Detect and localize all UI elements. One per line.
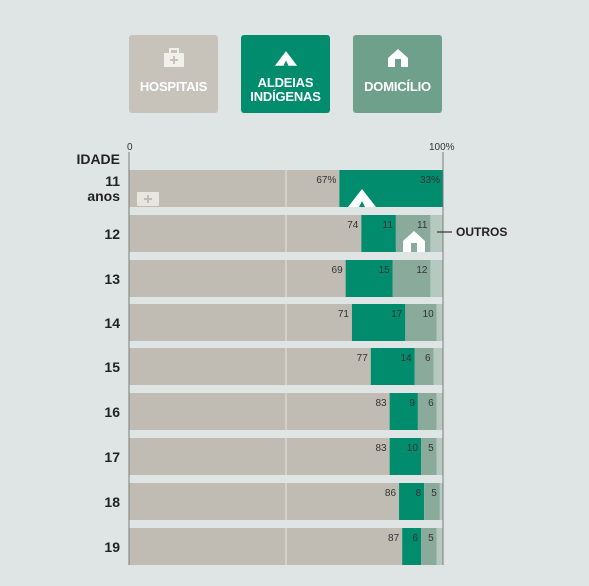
house-icon — [403, 231, 425, 252]
bar-domic-lio-6 — [421, 438, 437, 475]
bar-hospitais-6 — [129, 438, 390, 475]
bar-outros-4 — [433, 348, 443, 385]
data-label-2-0: 69 — [332, 265, 344, 276]
category-label-0: 11 — [105, 173, 120, 189]
bar-hospitais-0 — [129, 170, 340, 207]
category-label-4: 15 — [104, 359, 120, 375]
category-label-2: 13 — [104, 271, 120, 287]
bar-outros-3 — [436, 304, 443, 341]
bar-domic-lio-8 — [421, 528, 437, 565]
bar-outros-2 — [430, 260, 443, 297]
hospital-icon — [163, 48, 184, 67]
category-label-1: 12 — [104, 226, 120, 242]
data-label-7-2: 5 — [431, 488, 437, 499]
domicilio-label: DOMICÍLIO — [364, 79, 431, 94]
bar-domic-lio-7 — [424, 483, 440, 520]
aldeias-indigenas-button[interactable]: ALDEIAS INDÍGENAS — [241, 35, 330, 113]
data-label-7-0: 86 — [385, 488, 397, 499]
aldeias-indigenas-label: ALDEIAS INDÍGENAS — [250, 75, 321, 104]
category-sublabel-0: anos — [87, 188, 120, 204]
x-tick-label-0: 0 — [127, 142, 133, 153]
data-label-4-1: 14 — [401, 353, 413, 364]
category-label-7: 18 — [104, 494, 120, 510]
category-label-5: 16 — [104, 404, 120, 420]
data-label-4-0: 77 — [357, 353, 369, 364]
bar-aldeias-ind-genas-2 — [345, 260, 393, 297]
hospitais-label: HOSPITAIS — [139, 79, 208, 94]
data-label-1-0: 74 — [347, 220, 359, 231]
bar-domic-lio-2 — [392, 260, 431, 297]
bar-aldeias-ind-genas-1 — [361, 215, 396, 252]
category-label-3: 14 — [104, 315, 120, 331]
data-label-0-0: 67% — [316, 175, 336, 186]
bar-outros-5 — [436, 393, 443, 430]
bar-aldeias-ind-genas-6 — [389, 438, 422, 475]
bar-hospitais-7 — [129, 483, 400, 520]
bar-hospitais-5 — [129, 393, 390, 430]
bar-outros-8 — [436, 528, 443, 565]
data-label-7-1: 8 — [416, 488, 422, 499]
tent-icon — [274, 51, 297, 66]
hospital-icon-cross-h — [144, 198, 152, 200]
data-label-3-0: 71 — [338, 309, 350, 320]
bar-outros-7 — [439, 483, 443, 520]
tent-icon — [348, 189, 376, 207]
data-label-5-1: 9 — [409, 398, 415, 409]
bar-aldeias-ind-genas-5 — [389, 393, 418, 430]
house-icon-door — [411, 243, 417, 252]
data-label-6-2: 5 — [428, 443, 434, 454]
data-label-4-2: 6 — [425, 353, 431, 364]
data-label-0-1: 33% — [420, 175, 440, 186]
house-icon — [387, 49, 408, 67]
data-label-6-0: 83 — [375, 443, 387, 454]
data-label-8-0: 87 — [388, 533, 400, 544]
bar-domic-lio-5 — [417, 393, 437, 430]
bar-aldeias-ind-genas-3 — [351, 304, 406, 341]
bar-outros-6 — [436, 438, 443, 475]
outros-annotation: OUTROS — [456, 225, 507, 239]
bar-hospitais-1 — [129, 215, 362, 252]
data-label-2-2: 12 — [416, 265, 428, 276]
data-label-2-1: 15 — [379, 265, 391, 276]
bar-hospitais-8 — [129, 528, 403, 565]
bar-hospitais-4 — [129, 348, 371, 385]
y-axis-title: IDADE — [76, 151, 120, 167]
bar-hospitais-2 — [129, 260, 346, 297]
data-label-8-2: 5 — [428, 533, 434, 544]
category-label-8: 19 — [104, 539, 120, 555]
domicilio-button[interactable]: DOMICÍLIO — [353, 35, 442, 113]
data-label-6-1: 10 — [407, 443, 419, 454]
bar-domic-lio-3 — [405, 304, 437, 341]
tent-icon-door — [359, 201, 365, 207]
x-tick-label-100: 100% — [429, 142, 455, 153]
bar-outros-1 — [430, 215, 443, 252]
bar-aldeias-ind-genas-8 — [402, 528, 422, 565]
data-label-1-2: 11 — [417, 220, 428, 231]
data-label-3-2: 10 — [423, 309, 435, 320]
data-label-8-1: 6 — [412, 533, 418, 544]
bar-domic-lio-4 — [414, 348, 434, 385]
bar-aldeias-ind-genas-7 — [399, 483, 425, 520]
bar-aldeias-ind-genas-4 — [370, 348, 415, 385]
data-label-5-2: 6 — [428, 398, 434, 409]
category-label-6: 17 — [104, 449, 120, 465]
data-label-1-1: 11 — [383, 220, 394, 231]
data-label-5-0: 83 — [375, 398, 387, 409]
data-label-3-1: 17 — [391, 309, 403, 320]
hospitais-button[interactable]: HOSPITAIS — [129, 35, 218, 113]
bar-hospitais-3 — [129, 304, 352, 341]
